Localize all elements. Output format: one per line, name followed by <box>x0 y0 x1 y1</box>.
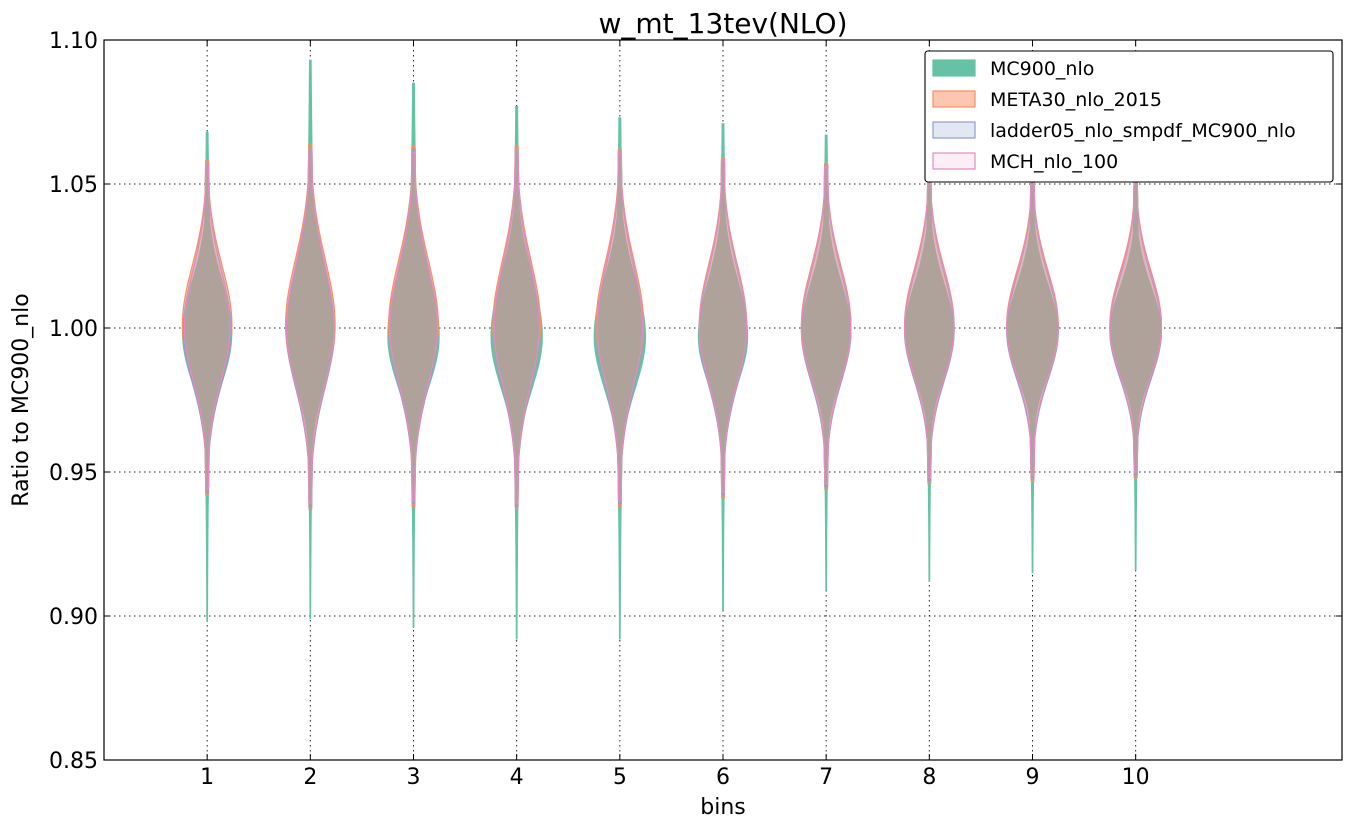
legend-swatch <box>932 59 976 77</box>
x-tick-label: 8 <box>922 765 936 790</box>
legend-swatch <box>932 152 976 170</box>
y-tick-label: 1.10 <box>49 29 98 54</box>
x-tick-label: 7 <box>819 765 833 790</box>
violin-body <box>286 148 335 505</box>
violin-body <box>903 171 955 479</box>
legend-label: ladder05_nlo_smpdf_MC900_nlo <box>990 120 1296 142</box>
legend-label: META30_nlo_2015 <box>990 89 1162 111</box>
legend-label: MCH_nlo_100 <box>990 151 1118 173</box>
axis-ticks: 0.85 0.90 0.95 1.00 1.05 1.10 1 2 3 4 5 6 7 8 9 10 <box>49 29 1342 790</box>
chart-title: w_mt_13tev(NLO) <box>599 7 848 40</box>
violin-body <box>389 148 438 505</box>
x-tick-label: 6 <box>716 765 730 790</box>
violin-body <box>389 151 438 502</box>
violin-body <box>596 151 644 502</box>
x-axis-title: bins <box>700 795 745 820</box>
violin-body <box>183 163 231 490</box>
violin-body <box>1006 177 1059 476</box>
x-tick-label: 10 <box>1122 765 1150 790</box>
violin-body <box>800 166 852 485</box>
y-tick-label: 0.90 <box>49 605 98 630</box>
x-tick-label: 1 <box>200 765 214 790</box>
legend-swatch <box>932 90 976 108</box>
violin-body <box>1109 180 1163 473</box>
legend-label: MC900_nlo <box>990 58 1094 80</box>
y-tick-label: 1.05 <box>49 173 98 198</box>
y-tick-label: 0.85 <box>49 749 98 774</box>
x-tick-label: 2 <box>303 765 317 790</box>
legend-box <box>924 50 1334 183</box>
legend-swatch <box>932 121 976 139</box>
y-axis-title: Ratio to MC900_nlo <box>9 293 34 506</box>
violin-series <box>183 148 1163 505</box>
legend: MC900_nlo META30_nlo_2015 ladder05_nlo_smp… <box>924 50 1334 183</box>
x-tick-label: 3 <box>407 765 421 790</box>
x-tick-label: 4 <box>510 765 524 790</box>
x-tick-label: 9 <box>1026 765 1040 790</box>
violin-body <box>493 148 540 505</box>
y-tick-label: 1.00 <box>49 317 98 342</box>
y-tick-label: 0.95 <box>49 461 98 486</box>
x-tick-label: 5 <box>613 765 627 790</box>
violin-body <box>698 160 748 493</box>
